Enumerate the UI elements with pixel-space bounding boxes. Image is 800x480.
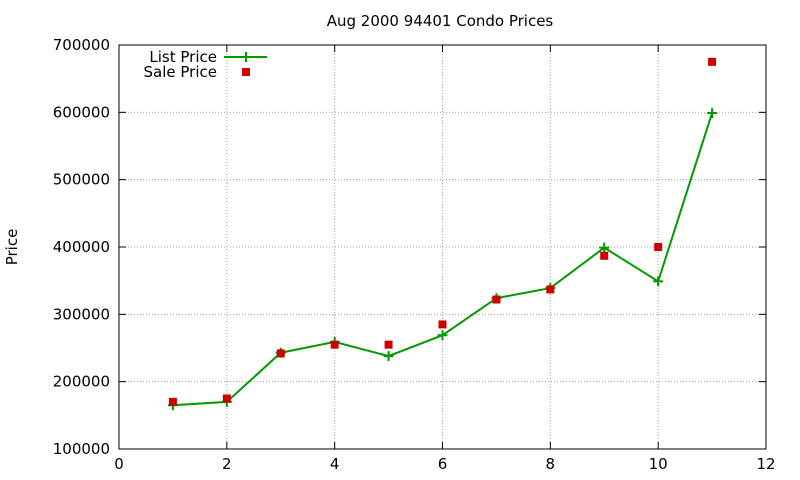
y-axis-label: Price (3, 229, 21, 266)
data-point (653, 276, 664, 287)
data-point (600, 251, 609, 260)
x-tick-label: 2 (222, 455, 232, 473)
legend-label: Sale Price (144, 63, 217, 81)
axis-ticks: 100000 200000 300000 400000 500000 600000 7000… (53, 36, 776, 473)
y-tick-label: 400000 (53, 238, 110, 256)
y-tick-label: 100000 (53, 440, 110, 458)
data-point (599, 242, 610, 253)
x-tick-label: 4 (330, 455, 340, 473)
data-point (383, 351, 394, 362)
data-point (707, 108, 718, 119)
data-point (708, 57, 717, 66)
x-tick-label: 8 (546, 455, 556, 473)
series-layer (167, 57, 718, 411)
y-tick-label: 600000 (53, 103, 110, 121)
legend-key-marker (242, 68, 250, 76)
data-point (276, 349, 285, 358)
data-point (330, 340, 339, 349)
x-tick-label: 10 (649, 455, 668, 473)
legend-label: List Price (149, 48, 217, 66)
y-tick-label: 200000 (53, 373, 110, 391)
x-tick-label: 12 (756, 455, 775, 473)
data-point (437, 330, 448, 341)
data-point (492, 295, 501, 304)
y-tick-label: 500000 (53, 171, 110, 189)
data-point (438, 320, 447, 329)
grid-lines (119, 45, 766, 449)
data-point (654, 243, 663, 251)
data-point (168, 397, 177, 406)
y-tick-label: 300000 (53, 305, 110, 323)
x-tick-label: 0 (114, 455, 124, 473)
data-point (222, 394, 231, 403)
x-tick-label: 6 (438, 455, 448, 473)
series-sale-price (168, 57, 717, 406)
data-point (546, 285, 555, 294)
chart-title: Aug 2000 94401 Condo Prices (327, 12, 554, 30)
y-tick-label: 700000 (53, 36, 110, 54)
data-point (384, 340, 393, 349)
